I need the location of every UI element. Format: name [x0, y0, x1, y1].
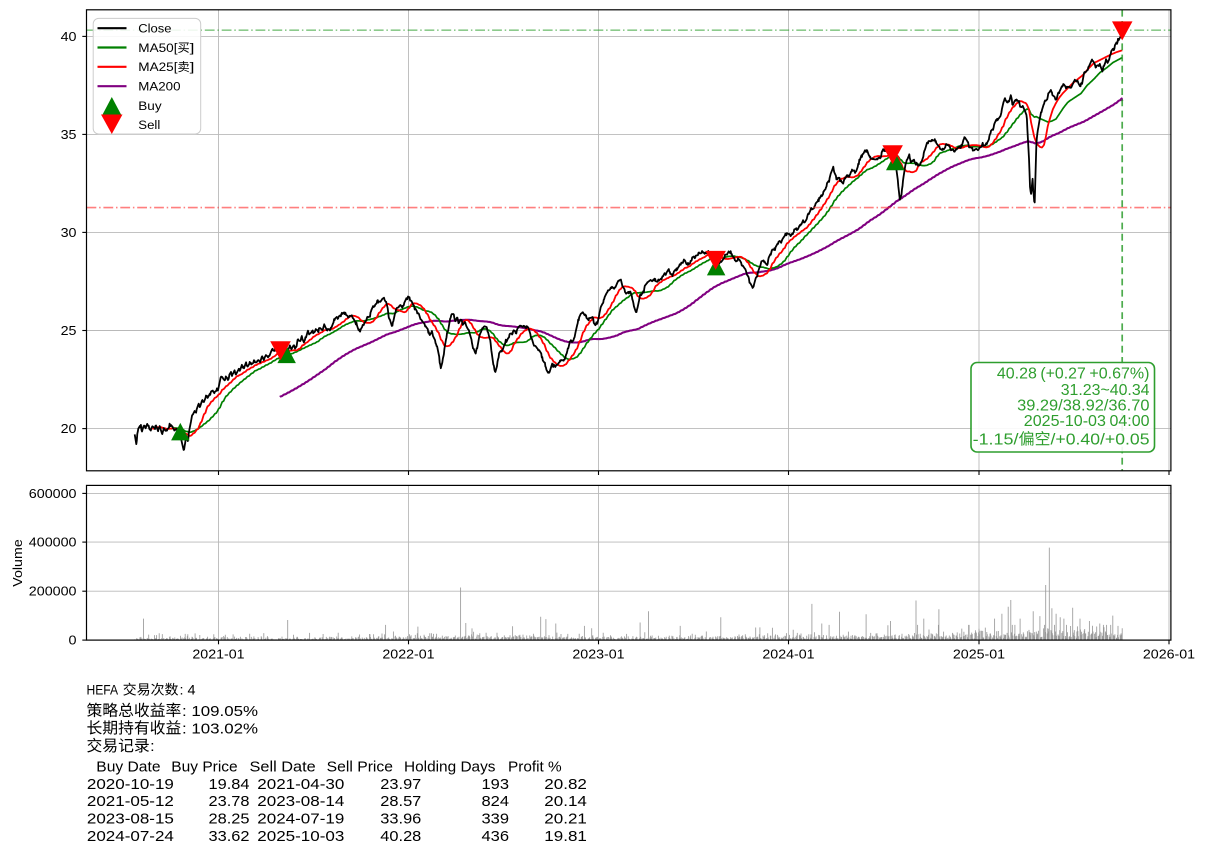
svg-text:2024-01: 2024-01: [762, 648, 814, 662]
svg-text:20.21: 20.21: [544, 811, 587, 828]
svg-text:40.28: 40.28: [380, 828, 421, 845]
svg-text:30: 30: [61, 226, 77, 240]
svg-text:2026-01: 2026-01: [1143, 648, 1195, 662]
svg-text:]: ]: [190, 41, 195, 55]
svg-text:Buy Date: Buy Date: [96, 758, 160, 775]
svg-text:+0.67%): +0.67%): [1089, 365, 1149, 382]
svg-text:33.96: 33.96: [380, 811, 421, 828]
svg-text:2022-01: 2022-01: [382, 648, 434, 662]
svg-text:(+0.27: (+0.27: [1040, 365, 1086, 382]
svg-text:2025-10-03: 2025-10-03: [1024, 413, 1106, 430]
svg-text:40.28: 40.28: [997, 365, 1037, 382]
svg-text:: 109.05%: : 109.05%: [182, 703, 258, 720]
svg-text:MA50[: MA50[: [138, 41, 178, 55]
svg-text:2023-08-14: 2023-08-14: [257, 793, 344, 810]
svg-text:339: 339: [482, 811, 510, 828]
svg-text:2021-05-12: 2021-05-12: [87, 793, 174, 810]
svg-text:Buy Price: Buy Price: [171, 758, 237, 775]
svg-text:31.23~40.34: 31.23~40.34: [1061, 382, 1150, 399]
svg-text:Sell Date: Sell Date: [250, 758, 316, 775]
svg-text:20.14: 20.14: [544, 793, 587, 810]
svg-text:HEFA: HEFA: [87, 683, 119, 698]
svg-text:04:00: 04:00: [1110, 413, 1150, 430]
svg-text:Holding Days: Holding Days: [404, 758, 496, 775]
svg-text:2024-07-24: 2024-07-24: [87, 828, 174, 845]
svg-text:35: 35: [61, 128, 77, 142]
svg-text:: 103.02%: : 103.02%: [182, 720, 258, 737]
svg-text:MA200: MA200: [138, 80, 180, 94]
svg-text:19.81: 19.81: [544, 828, 587, 845]
svg-text:2024-07-19: 2024-07-19: [257, 811, 344, 828]
svg-text:400000: 400000: [29, 536, 77, 550]
svg-text:MA25[: MA25[: [138, 60, 178, 74]
svg-text:/+0.40/+0.05: /+0.40/+0.05: [1051, 432, 1150, 449]
svg-text:Buy: Buy: [138, 99, 162, 113]
svg-text:28.57: 28.57: [380, 793, 421, 810]
svg-text:600000: 600000: [29, 487, 77, 501]
svg-text:20.82: 20.82: [544, 776, 587, 793]
svg-text:824: 824: [482, 793, 510, 810]
svg-text:25: 25: [61, 324, 77, 338]
svg-text::: :: [150, 738, 155, 755]
svg-text:]: ]: [190, 60, 195, 74]
svg-text:: 4: : 4: [180, 683, 197, 698]
svg-text:2021-01: 2021-01: [192, 648, 244, 662]
svg-text:39.29/38.92/36.70: 39.29/38.92/36.70: [1017, 398, 1149, 415]
svg-text:Close: Close: [138, 22, 171, 36]
svg-text:0: 0: [69, 634, 77, 648]
svg-text:33.62: 33.62: [209, 828, 250, 845]
svg-text:193: 193: [482, 776, 510, 793]
svg-text:-1.15/: -1.15/: [973, 432, 1020, 449]
svg-text:20: 20: [61, 422, 77, 436]
svg-text:Volume: Volume: [11, 539, 25, 587]
svg-text:2025-10-03: 2025-10-03: [257, 828, 344, 845]
svg-text:Sell Price: Sell Price: [327, 758, 393, 775]
svg-text:23.78: 23.78: [209, 793, 250, 810]
svg-text:28.25: 28.25: [209, 811, 250, 828]
svg-text:40: 40: [61, 30, 77, 44]
svg-text:2020-10-19: 2020-10-19: [87, 776, 174, 793]
svg-text:2021-04-30: 2021-04-30: [257, 776, 344, 793]
svg-text:436: 436: [482, 828, 510, 845]
svg-text:2023-08-15: 2023-08-15: [87, 811, 174, 828]
svg-text:Sell: Sell: [138, 118, 160, 132]
svg-text:2023-01: 2023-01: [572, 648, 624, 662]
svg-text:2025-01: 2025-01: [953, 648, 1005, 662]
svg-text:19.84: 19.84: [209, 776, 250, 793]
svg-text:200000: 200000: [29, 585, 77, 599]
svg-text:23.97: 23.97: [380, 776, 421, 793]
svg-text:Profit %: Profit %: [508, 758, 562, 775]
